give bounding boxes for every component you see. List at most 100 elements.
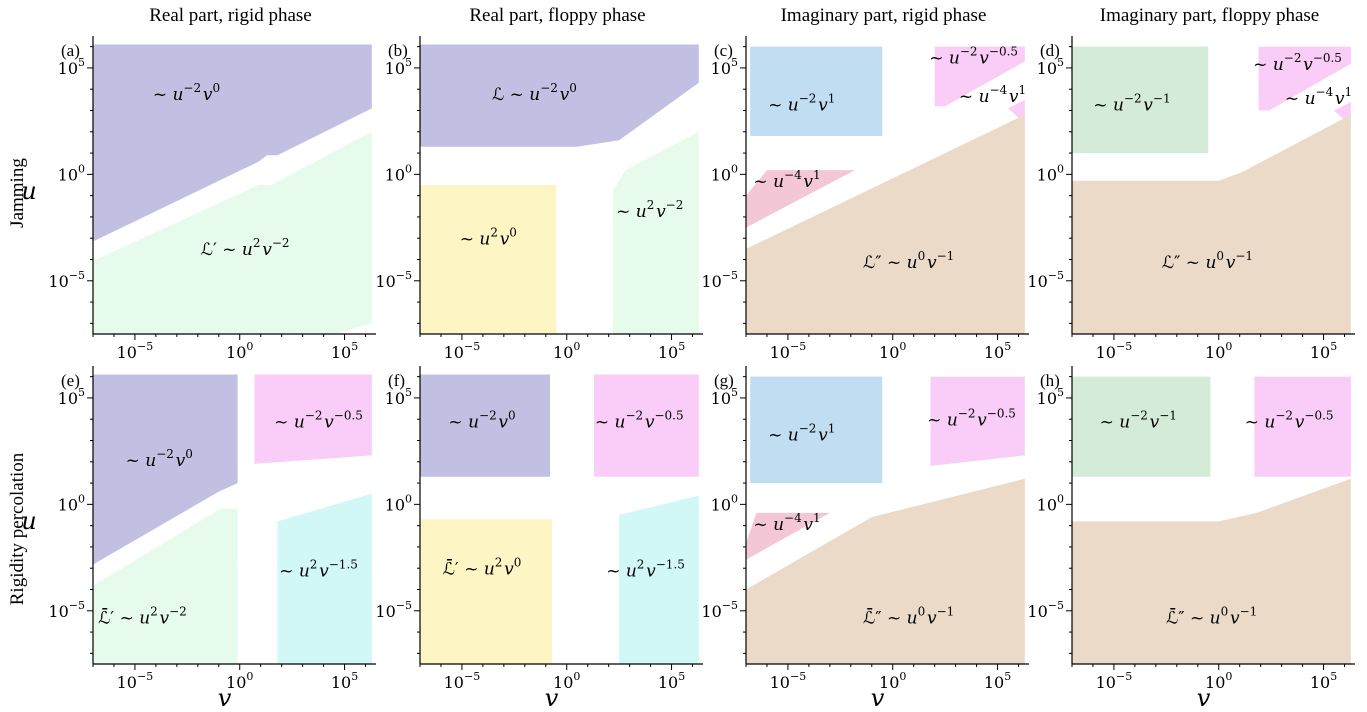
x-tick-label: 10−5: [444, 670, 481, 692]
y-tick-label: 10−5: [701, 269, 738, 291]
panel-h: ~ u−2 v−1 ~ u−2 v−0.5 ℒ̄″ ~ u0 v−1 10−5 1…: [1027, 366, 1355, 712]
x-tick-label: 105: [331, 340, 358, 362]
region-label-1: ~ u−2 v1: [768, 92, 837, 116]
x-tick-label: 100: [226, 340, 253, 362]
y-tick-label: 10−5: [48, 269, 85, 291]
x-axis-label: v: [545, 684, 559, 712]
region-tan-5: [746, 114, 1025, 334]
region-pink-2: [1258, 46, 1351, 111]
region-label-1: ~ u−2 v−1: [1100, 409, 1179, 433]
y-tick-label: 100: [1037, 492, 1064, 514]
region-blue-1: [750, 376, 883, 484]
region-label-2: ~ u2 v0: [460, 226, 519, 250]
x-tick-label: 100: [1205, 340, 1232, 362]
y-axis-label: u: [21, 507, 36, 535]
column-title-1: Real part, rigid phase: [149, 5, 312, 26]
region-green-1: [1072, 46, 1209, 154]
region-cyan-4: [619, 495, 699, 664]
region-purple-1: [93, 374, 238, 565]
region-yellow-3: [420, 519, 553, 664]
x-tick-label: 105: [658, 340, 685, 362]
y-tick-label: 100: [711, 492, 738, 514]
panel-f: ~ u−2 v0 ~ u−2 v−0.5 ℒ̄′ ~ u2 v0 ~ u2 v−…: [375, 366, 703, 712]
y-tick-label: 10−5: [1027, 599, 1064, 621]
panel-letter: (a): [61, 41, 80, 60]
y-tick-label: 10−5: [48, 599, 85, 621]
region-rose-4: [746, 170, 855, 228]
region-label-3: ~ u−4 v1: [1285, 85, 1354, 109]
region-tan-4: [1072, 114, 1351, 334]
y-tick-label: 100: [385, 162, 412, 184]
x-tick-label: 105: [658, 670, 685, 692]
x-tick-label: 100: [1205, 670, 1232, 692]
region-label-2: ~ u−2 v−0.5: [927, 407, 1017, 431]
column-title-4: Imaginary part, floppy phase: [1100, 5, 1319, 26]
x-tick-label: 100: [879, 340, 906, 362]
row-label-jamming: Jamming: [7, 158, 28, 228]
x-tick-label: 105: [1310, 670, 1337, 692]
x-tick-label: 10−5: [1096, 670, 1133, 692]
panel-letter: (e): [61, 371, 80, 390]
y-tick-label: 100: [385, 492, 412, 514]
y-tick-label: 105: [58, 386, 85, 408]
y-tick-label: 100: [1037, 162, 1064, 184]
y-tick-label: 105: [1037, 56, 1064, 78]
region-label-2: ~ u−2 v−0.5: [929, 45, 1019, 69]
y-tick-label: 10−5: [375, 599, 412, 621]
region-pink-2: [1254, 376, 1351, 477]
region-purple-1: [93, 44, 372, 242]
panel-d: ~ u−2 v−1 ~ u−2 v−0.5 ~ u−4 v1 ℒ″ ~ u0 v…: [1027, 36, 1355, 362]
x-tick-label: 100: [879, 670, 906, 692]
y-tick-label: 10−5: [1027, 269, 1064, 291]
x-tick-label: 105: [984, 670, 1011, 692]
region-label-1: ~ u−2 v1: [768, 422, 837, 446]
region-label-4: ℒ̄″ ~ u0 v−1: [863, 605, 956, 629]
y-tick-label: 10−5: [375, 269, 412, 291]
region-label-1: ~ u−2 v0: [448, 409, 517, 433]
column-title-2: Real part, floppy phase: [469, 5, 645, 26]
region-label-2: ~ u−2 v−0.5: [274, 409, 364, 433]
panel-b: ℒ ~ u−2 v0 ~ u2 v0 ~ u2 v−2 10−5 100 105 10…: [375, 36, 703, 362]
x-tick-label: 10−5: [1096, 340, 1133, 362]
panel-c: ~ u−2 v1 ~ u−2 v−0.5 ~ u−4 v1 ~ u−4 v1 ℒ…: [701, 36, 1029, 362]
region-label-3: ℒ̄′ ~ u2 v−2: [98, 605, 188, 629]
region-label-2: ℒ′ ~ u2 v−2: [201, 236, 291, 260]
panel-letter: (c): [714, 41, 733, 60]
x-axis-label: v: [218, 684, 232, 712]
region-mint-3: [93, 508, 238, 664]
region-label-4: ~ u2 v−1.5: [279, 558, 359, 582]
y-tick-label: 105: [711, 56, 738, 78]
x-tick-label: 105: [331, 670, 358, 692]
x-tick-label: 10−5: [117, 670, 154, 692]
x-tick-label: 100: [553, 670, 580, 692]
x-tick-label: 100: [553, 340, 580, 362]
panel-letter: (b): [388, 41, 408, 60]
panel-letter: (g): [714, 371, 734, 390]
region-tan-4: [746, 478, 1025, 664]
panel-e: ~ u−2 v0 ~ u−2 v−0.5 ℒ̄′ ~ u2 v−2 ~ u2 v…: [21, 366, 376, 712]
region-label-4: ℒ″ ~ u0 v−1: [1162, 249, 1255, 273]
region-purple-1: [420, 44, 699, 147]
region-cyan-4: [277, 493, 372, 664]
y-tick-label: 105: [385, 386, 412, 408]
region-label-3: ~ u2 v−2: [616, 198, 685, 222]
region-label-1: ~ u−2 v0: [126, 447, 195, 471]
y-tick-label: 100: [58, 162, 85, 184]
region-label-4: ~ u2 v−1.5: [606, 558, 686, 582]
panel-letter: (d): [1040, 41, 1060, 60]
region-mint-2: [93, 131, 372, 334]
region-pink-2: [934, 46, 1025, 107]
y-tick-label: 105: [385, 56, 412, 78]
panel-a: ~ u−2 v0 ℒ′ ~ u2 v−2 10−5 100 105 105 100 10−…: [21, 36, 376, 362]
y-tick-label: 10−5: [701, 599, 738, 621]
region-pink-2: [254, 374, 372, 464]
region-label-3: ℒ̄′ ~ u2 v0: [443, 556, 523, 580]
region-label-3: ~ u−4 v1: [959, 83, 1028, 107]
region-label-3: ~ u−4 v1: [753, 511, 822, 535]
x-tick-label: 105: [984, 340, 1011, 362]
y-tick-label: 105: [1037, 386, 1064, 408]
region-green-1: [1072, 376, 1211, 477]
region-label-1: ~ u−2 v−1: [1093, 92, 1172, 116]
region-label-2: ~ u−2 v−0.5: [1253, 51, 1343, 75]
